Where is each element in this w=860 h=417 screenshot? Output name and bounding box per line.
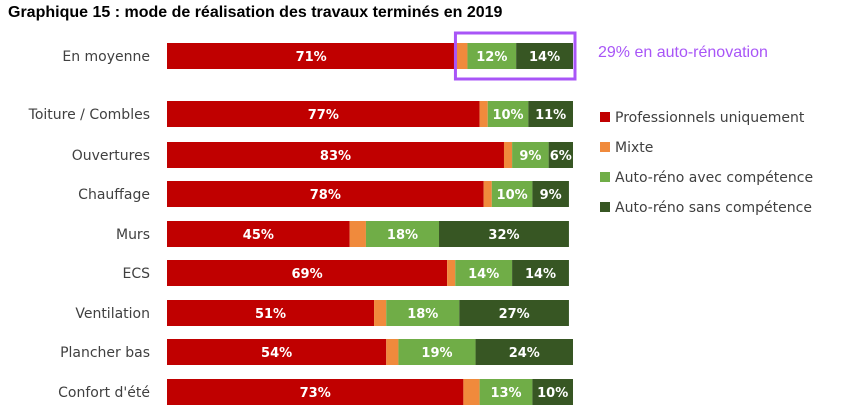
bar-segment-auto-reno-avec-competence-plancher-bas — [398, 339, 476, 365]
category-label-toiture-combles: Toiture / Combles — [28, 107, 150, 123]
data-label-professionnels-uniquement-toiture-combles: 77% — [308, 108, 339, 123]
data-label-mixte-en-moyenne: 3% — [433, 50, 455, 65]
bar-segment-auto-reno-sans-competence-confort-d-ete — [532, 379, 573, 405]
data-label-mixte-ventilation: 3% — [352, 307, 374, 322]
data-label-professionnels-uniquement-confort-d-ete: 73% — [300, 386, 331, 401]
legend-label-professionnels-uniquement: Professionnels uniquement — [615, 110, 805, 126]
data-label-auto-reno-sans-competence-murs: 32% — [488, 228, 519, 243]
bar-segment-auto-reno-sans-competence-plancher-bas — [475, 339, 573, 365]
bar-segment-professionnels-uniquement-plancher-bas — [167, 339, 387, 365]
bar-segment-professionnels-uniquement-en-moyenne — [167, 43, 456, 69]
data-label-mixte-plancher-bas: 3% — [364, 346, 386, 361]
data-label-professionnels-uniquement-chauffage: 78% — [310, 188, 341, 203]
data-label-auto-reno-avec-competence-en-moyenne: 12% — [476, 50, 507, 65]
highlight-box — [453, 31, 577, 81]
data-label-mixte-murs: 4% — [328, 228, 350, 243]
category-label-plancher-bas: Plancher bas — [60, 345, 150, 361]
category-label-ventilation: Ventilation — [75, 306, 150, 322]
data-label-professionnels-uniquement-ventilation: 51% — [255, 307, 286, 322]
data-label-mixte-chauffage: 2% — [462, 188, 484, 203]
data-label-auto-reno-avec-competence-murs: 18% — [387, 228, 418, 243]
data-label-mixte-toiture-combles: 2% — [458, 108, 480, 123]
bar-segment-mixte-ventilation — [374, 300, 387, 326]
chart-title: Graphique 15 : mode de réalisation des t… — [8, 4, 503, 21]
legend-swatch-auto-reno-avec-competence — [600, 172, 610, 182]
bar-segment-auto-reno-sans-competence-en-moyenne — [516, 43, 573, 69]
bar-segment-professionnels-uniquement-ecs — [167, 260, 448, 286]
bar-segment-mixte-toiture-combles — [479, 101, 488, 127]
legend-label-mixte: Mixte — [615, 140, 653, 156]
bar-segment-auto-reno-sans-competence-chauffage — [532, 181, 569, 207]
data-label-mixte-ouvertures: 2% — [482, 149, 504, 164]
data-label-auto-reno-avec-competence-ventilation: 18% — [407, 307, 438, 322]
data-label-auto-reno-sans-competence-ecs: 14% — [525, 267, 556, 282]
category-label-ecs: ECS — [122, 266, 150, 282]
bar-segment-professionnels-uniquement-ventilation — [167, 300, 375, 326]
highlight-layer: 29% en auto-rénovation — [453, 31, 768, 81]
data-label-professionnels-uniquement-ouvertures: 83% — [320, 149, 351, 164]
bar-segment-mixte-ouvertures — [503, 142, 513, 168]
bar-segment-auto-reno-avec-competence-toiture-combles — [487, 101, 529, 127]
bar-segment-professionnels-uniquement-toiture-combles — [167, 101, 480, 127]
legend-label-auto-reno-sans-competence: Auto-réno sans compétence — [615, 200, 812, 216]
data-label-mixte-ecs: 2% — [425, 267, 447, 282]
bar-segment-mixte-chauffage — [483, 181, 492, 207]
data-label-auto-reno-sans-competence-ouvertures: 6% — [550, 149, 572, 164]
data-label-auto-reno-avec-competence-toiture-combles: 10% — [492, 108, 523, 123]
bar-segment-professionnels-uniquement-murs — [167, 221, 350, 247]
data-label-auto-reno-sans-competence-confort-d-ete: 10% — [537, 386, 568, 401]
bar-segment-auto-reno-avec-competence-en-moyenne — [467, 43, 517, 69]
callout-label: 29% en auto-rénovation — [598, 44, 768, 61]
legend-swatch-auto-reno-sans-competence — [600, 202, 610, 212]
bar-segment-auto-reno-avec-competence-ouvertures — [512, 142, 549, 168]
data-label-auto-reno-avec-competence-confort-d-ete: 13% — [490, 386, 521, 401]
category-label-ouvertures: Ouvertures — [72, 148, 150, 164]
bar-segment-auto-reno-sans-competence-ecs — [512, 260, 569, 286]
data-label-professionnels-uniquement-plancher-bas: 54% — [261, 346, 292, 361]
legend-label-auto-reno-avec-competence: Auto-réno avec compétence — [615, 170, 813, 186]
legend-swatch-mixte — [600, 142, 610, 152]
data-label-professionnels-uniquement-en-moyenne: 71% — [296, 50, 327, 65]
bar-segment-auto-reno-sans-competence-toiture-combles — [528, 101, 573, 127]
category-label-murs: Murs — [116, 227, 150, 243]
legend: Professionnels uniquement Mixte Auto-réno … — [600, 110, 813, 216]
data-label-auto-reno-avec-competence-chauffage: 10% — [497, 188, 528, 203]
bar-segment-auto-reno-avec-competence-ecs — [455, 260, 513, 286]
bar-segment-professionnels-uniquement-ouvertures — [167, 142, 504, 168]
category-label-en-moyenne: En moyenne — [62, 49, 150, 65]
bars-layer: 71% 3% 12% 14% 77% 2% 10% 11% 83% 2% 9% 6% 78% 2% 10% 9… — [167, 43, 573, 405]
bar-segment-auto-reno-avec-competence-ventilation — [386, 300, 460, 326]
category-label-chauffage: Chauffage — [78, 187, 150, 203]
bar-segment-auto-reno-avec-competence-murs — [365, 221, 440, 247]
bar-segment-professionnels-uniquement-confort-d-ete — [167, 379, 464, 405]
bar-segment-mixte-plancher-bas — [386, 339, 399, 365]
bar-segment-mixte-ecs — [447, 260, 456, 286]
data-label-auto-reno-sans-competence-toiture-combles: 11% — [535, 108, 566, 123]
category-labels: En moyenne Toiture / Combles Ouvertures Cha… — [28, 49, 150, 401]
data-label-auto-reno-avec-competence-plancher-bas: 19% — [421, 346, 452, 361]
data-label-auto-reno-avec-competence-ouvertures: 9% — [519, 149, 541, 164]
bar-segment-mixte-murs — [349, 221, 366, 247]
bar-segment-mixte-confort-d-ete — [463, 379, 480, 405]
bar-segment-professionnels-uniquement-chauffage — [167, 181, 484, 207]
category-label-confort-d-ete: Confort d'été — [58, 385, 150, 401]
data-label-auto-reno-sans-competence-plancher-bas: 24% — [509, 346, 540, 361]
bar-segment-auto-reno-sans-competence-ouvertures — [548, 142, 573, 168]
bar-segment-auto-reno-avec-competence-confort-d-ete — [479, 379, 533, 405]
data-label-auto-reno-avec-competence-ecs: 14% — [468, 267, 499, 282]
data-label-auto-reno-sans-competence-en-moyenne: 14% — [529, 50, 560, 65]
bar-segment-auto-reno-sans-competence-murs — [439, 221, 569, 247]
data-label-professionnels-uniquement-ecs: 69% — [292, 267, 323, 282]
data-label-mixte-confort-d-ete: 4% — [441, 386, 463, 401]
data-label-auto-reno-sans-competence-chauffage: 9% — [540, 188, 562, 203]
bar-segment-auto-reno-avec-competence-chauffage — [491, 181, 533, 207]
data-label-auto-reno-sans-competence-ventilation: 27% — [499, 307, 530, 322]
data-label-professionnels-uniquement-murs: 45% — [243, 228, 274, 243]
bar-segment-mixte-en-moyenne — [455, 43, 468, 69]
bar-segment-auto-reno-sans-competence-ventilation — [459, 300, 569, 326]
legend-swatch-professionnels-uniquement — [600, 112, 610, 122]
